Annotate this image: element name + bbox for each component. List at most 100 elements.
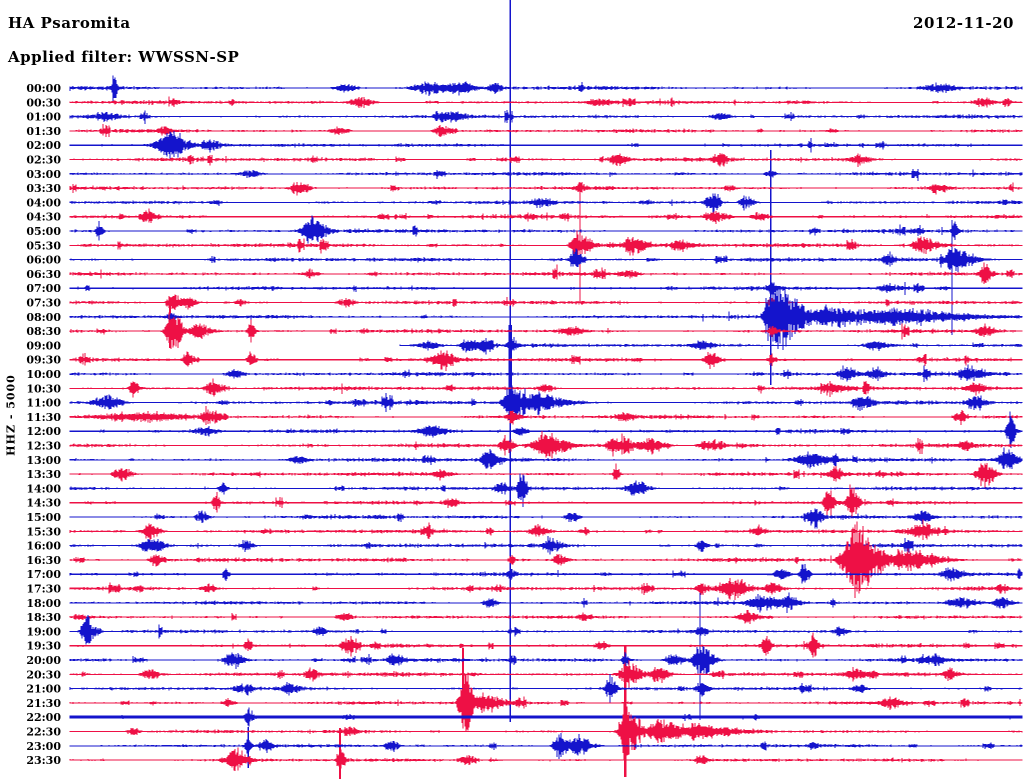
trace-row-18-00 [69,592,1023,613]
time-label: 19:00 [26,625,61,638]
trace-row-14-30 [69,484,1023,518]
time-label: 17:30 [26,583,61,596]
trace-row-17-30 [69,577,1023,600]
time-label: 06:00 [26,254,61,267]
time-label: 11:30 [26,411,61,424]
time-label: 04:00 [26,196,61,209]
time-label: 00:30 [26,96,61,109]
time-label: 06:30 [26,268,61,281]
time-label: 22:30 [26,726,61,739]
time-label: 17:00 [26,568,61,581]
time-label: 10:00 [26,368,61,381]
time-label: 12:30 [26,440,61,453]
time-label: 23:30 [26,754,61,767]
trace-row-15-30 [69,519,1023,541]
time-label: 12:00 [26,425,61,438]
trace-row-20-30 [69,659,1023,688]
trace-row-00-00 [69,75,1023,101]
time-label: 13:30 [26,468,61,481]
trace-row-21-00 [69,674,1023,703]
time-label: 11:00 [26,397,61,410]
time-label: 22:00 [26,711,61,724]
time-label: 14:30 [26,497,61,510]
trace-row-03-00 [69,168,1023,181]
trace-row-20-00 [69,646,1023,675]
time-label: 18:00 [26,597,61,610]
trace-row-21-30 [69,672,1023,732]
trace-row-22-00 [69,707,1023,727]
time-label: 19:30 [26,640,61,653]
trace-row-22-30 [69,703,1023,760]
trace-row-05-00 [69,215,1023,244]
time-label: 01:00 [26,111,61,124]
channel-gain-label: HHZ - 5000 [4,374,18,456]
trace-row-01-30 [69,124,1023,137]
trace-row-23-00 [69,732,1023,759]
trace-row-13-00 [69,447,1023,470]
trace-row-04-00 [69,193,1023,215]
time-label: 14:00 [26,482,61,495]
trace-row-15-00 [69,508,1023,529]
trace-row-14-00 [69,473,1023,508]
trace-row-13-30 [69,462,1023,490]
time-label: 10:30 [26,382,61,395]
trace-row-07-30 [69,294,1023,311]
time-label: 08:00 [26,311,61,324]
time-label: 05:30 [26,239,61,252]
time-label: 09:30 [26,354,61,367]
trace-row-05-30 [69,230,1023,259]
trace-row-19-00 [69,615,1023,645]
time-label: 03:30 [26,182,61,195]
time-label: 20:00 [26,654,61,667]
time-label: 15:00 [26,511,61,524]
trace-row-06-00 [69,247,1023,272]
time-label: 02:00 [26,139,61,152]
time-label: 00:00 [26,82,61,95]
trace-row-08-30 [69,312,1023,350]
trace-row-17-00 [69,564,1023,584]
time-label: 16:00 [26,540,61,553]
time-label: 16:30 [26,554,61,567]
time-label: 07:00 [26,282,61,295]
time-label: 23:00 [26,740,61,753]
trace-row-00-30 [69,96,1023,109]
filter-label: Applied filter: WWSSN-SP [8,48,240,66]
trace-row-08-00 [69,279,1023,351]
trace-row-09-30 [69,350,1023,372]
time-label: 07:30 [26,297,61,310]
time-label: 01:30 [26,125,61,138]
time-label: 03:00 [26,168,61,181]
time-label: 08:30 [26,325,61,338]
time-label: 20:30 [26,668,61,681]
station-title: HA Psaromita [8,14,131,32]
trace-row-02-00 [69,130,1023,160]
time-label: 21:30 [26,697,61,710]
time-label: 15:30 [26,525,61,538]
trace-row-10-00 [69,364,1023,383]
trace-row-12-30 [69,431,1023,459]
time-label: 13:00 [26,454,61,467]
trace-row-09-00 [399,336,1023,355]
trace-row-06-30 [69,262,1023,285]
time-label: 09:00 [26,339,61,352]
trace-row-03-30 [69,182,1023,196]
trace-row-23-30 [69,747,1023,772]
trace-row-07-00 [69,282,1023,295]
trace-row-19-30 [69,632,1023,658]
trace-row-18-30 [69,609,1023,624]
trace-row-12-00 [69,411,1023,449]
trace-row-16-00 [69,536,1023,555]
trace-row-16-30 [69,521,1023,598]
trace-row-02-30 [69,153,1023,167]
trace-row-04-30 [69,208,1023,225]
time-label: 18:30 [26,611,61,624]
time-label: 04:30 [26,211,61,224]
trace-row-11-00 [69,385,1023,420]
date-label: 2012-11-20 [913,14,1014,32]
time-label: 21:00 [26,683,61,696]
time-label: 05:00 [26,225,61,238]
trace-row-10-30 [69,378,1023,398]
trace-row-11-30 [69,405,1023,426]
time-label: 02:30 [26,154,61,167]
